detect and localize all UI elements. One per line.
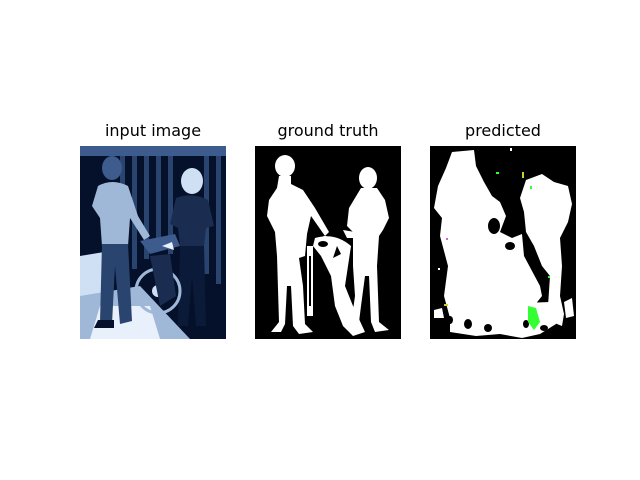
predicted-mask — [430, 146, 576, 339]
panel-title-predicted: predicted — [465, 121, 541, 140]
panel-title-input: input image — [104, 121, 202, 140]
ground-truth-graphic — [255, 146, 401, 339]
panel-title-ground-truth: ground truth — [277, 121, 379, 140]
input-image — [80, 146, 226, 339]
input-image-graphic — [80, 146, 226, 339]
ground-truth-mask — [255, 146, 401, 339]
predicted-graphic — [430, 146, 576, 339]
